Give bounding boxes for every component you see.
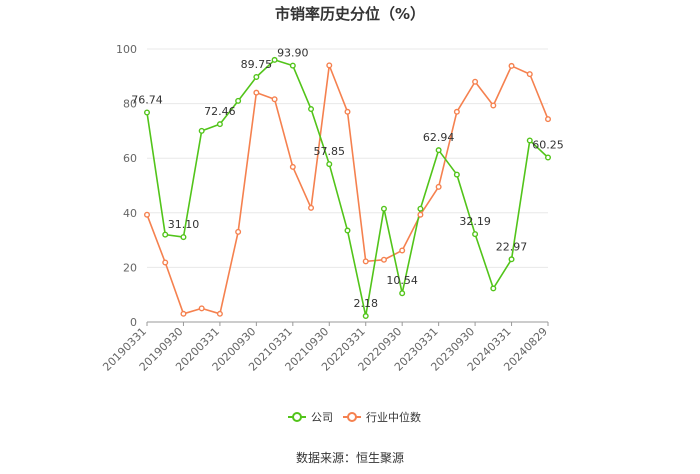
data-point: [198, 127, 205, 134]
data-point: [271, 96, 278, 103]
data-point: [162, 231, 169, 238]
data-point: [453, 108, 460, 115]
y-tick-label: 40: [123, 207, 137, 220]
y-tick-label: 80: [123, 98, 137, 111]
data-point: [216, 310, 223, 317]
series-points: [143, 56, 552, 320]
data-point: [143, 109, 150, 116]
legend: 公司 行业中位数: [288, 410, 421, 424]
data-point: [490, 102, 497, 109]
data-point: [472, 78, 479, 85]
data-point: [472, 231, 479, 238]
data-point: [526, 71, 533, 78]
legend-swatch-marker: [292, 412, 302, 422]
data-point: [289, 62, 296, 69]
data-point: [216, 121, 223, 128]
data-label: 76.74: [131, 93, 163, 106]
legend-item: 公司: [288, 411, 333, 424]
data-point: [417, 211, 424, 218]
data-point: [435, 147, 442, 154]
data-label: 62.94: [423, 131, 455, 144]
y-tick-label: 60: [123, 152, 137, 165]
data-point: [508, 62, 515, 69]
data-point: [180, 234, 187, 241]
legend-label: 行业中位数: [366, 410, 421, 424]
legend-item: 行业中位数: [343, 410, 421, 424]
data-label: 93.90: [277, 47, 309, 60]
data-point: [362, 313, 369, 320]
y-tick-label: 20: [123, 261, 137, 274]
data-point: [526, 137, 533, 144]
data-label: 72.46: [204, 105, 236, 118]
data-point: [235, 97, 242, 104]
data-point: [344, 108, 351, 115]
data-point: [253, 89, 260, 96]
data-point: [380, 205, 387, 212]
data-point: [271, 56, 278, 63]
data-point: [417, 205, 424, 212]
data-point: [308, 204, 315, 211]
data-point: [308, 106, 315, 113]
data-label: 10.54: [386, 274, 418, 287]
data-label: 60.25: [532, 139, 564, 152]
data-point: [326, 161, 333, 168]
data-point: [380, 256, 387, 263]
data-point: [253, 73, 260, 80]
source-note: 数据来源：恒生聚源: [295, 451, 404, 465]
data-label: 31.10: [168, 218, 200, 231]
data-point: [344, 227, 351, 234]
y-tick-label: 100: [116, 43, 137, 56]
data-point: [198, 305, 205, 312]
legend-swatch-marker: [347, 412, 357, 422]
data-label: 89.75: [241, 58, 273, 71]
data-point: [545, 154, 552, 161]
data-point: [289, 163, 296, 170]
data-point: [545, 116, 552, 123]
data-labels: 76.74 31.10 72.46 89.75 93.90 57.85 2.18 10.54 6…: [131, 47, 564, 310]
data-point: [143, 211, 150, 218]
data-point: [399, 290, 406, 297]
data-point: [235, 228, 242, 235]
y-tick-label: 0: [130, 316, 137, 329]
data-point: [162, 259, 169, 266]
data-label: 2.18: [353, 297, 378, 310]
series-line: [146, 64, 549, 315]
data-point: [326, 62, 333, 69]
data-label: 22.97: [496, 240, 528, 253]
series-lines: [146, 59, 549, 317]
grid-lines: [147, 48, 548, 268]
legend-label: 公司: [311, 411, 333, 424]
data-point: [180, 310, 187, 317]
chart-title: 市销率历史分位（%）: [274, 5, 426, 23]
data-point: [362, 258, 369, 265]
data-point: [508, 256, 515, 263]
data-label: 32.19: [459, 215, 491, 228]
data-point: [399, 247, 406, 254]
data-point: [453, 171, 460, 178]
data-point: [435, 183, 442, 190]
data-label: 57.85: [314, 145, 346, 158]
data-point: [490, 285, 497, 292]
